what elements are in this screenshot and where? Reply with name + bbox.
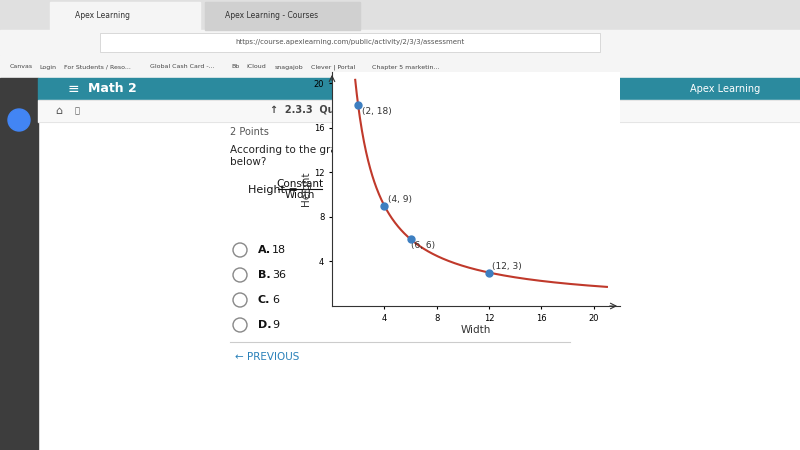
Text: 6: 6 [272, 295, 279, 305]
Text: Math 2: Math 2 [88, 82, 137, 95]
Text: Constant: Constant [277, 179, 323, 189]
Text: For Students / Reso...: For Students / Reso... [65, 64, 131, 69]
Text: below?: below? [230, 157, 266, 167]
Circle shape [8, 109, 30, 131]
Text: (6, 6): (6, 6) [410, 241, 434, 250]
Text: snagajob: snagajob [275, 64, 304, 69]
Bar [205, 2, 360, 30]
Text: 18: 18 [272, 245, 286, 255]
Text: Apex Learning - Courses: Apex Learning - Courses [225, 12, 318, 21]
Text: Apex Learning: Apex Learning [690, 84, 760, 94]
Bar [0, 30, 800, 55]
Bar [0, 0, 800, 30]
Text: Height =: Height = [248, 185, 302, 195]
Text: Inverse Variation: Inverse Variation [340, 104, 422, 114]
Text: (4, 9): (4, 9) [388, 195, 412, 204]
Text: Clever | Portal: Clever | Portal [311, 64, 355, 70]
Bar [0, 55, 800, 78]
Text: Bb: Bb [231, 64, 239, 69]
Text: 36: 36 [272, 270, 286, 280]
Text: 9: 9 [272, 320, 279, 330]
Circle shape [233, 318, 247, 332]
Text: ↑  2.3.3  Quiz:: ↑ 2.3.3 Quiz: [270, 104, 348, 114]
Text: Canvas: Canvas [10, 64, 33, 69]
Text: https://course.apexlearning.com/public/activity/2/3/3/assessment: https://course.apexlearning.com/public/a… [235, 39, 465, 45]
Bar [38, 100, 800, 122]
Text: 🗑: 🗑 [75, 107, 80, 116]
Text: Login: Login [39, 64, 56, 69]
Circle shape [233, 243, 247, 257]
Text: ⌂: ⌂ [55, 106, 62, 116]
Circle shape [233, 293, 247, 307]
Text: C.: C. [258, 295, 270, 305]
Text: ← PREVIOUS: ← PREVIOUS [235, 352, 299, 362]
Text: B.: B. [258, 270, 270, 280]
Bar [38, 122, 800, 450]
Text: Global Cash Card -...: Global Cash Card -... [150, 64, 214, 69]
Text: ≡: ≡ [68, 82, 80, 96]
Text: iCloud: iCloud [246, 64, 266, 69]
Bar [0, 78, 38, 450]
Text: 2 Points: 2 Points [230, 127, 269, 137]
Text: D.: D. [258, 320, 271, 330]
Text: Width: Width [285, 190, 315, 200]
Bar [50, 2, 200, 30]
Text: Apex Learning: Apex Learning [75, 12, 130, 21]
Circle shape [233, 268, 247, 282]
Text: (2, 18): (2, 18) [362, 108, 392, 117]
Bar [38, 78, 800, 100]
Y-axis label: Height: Height [301, 172, 311, 206]
Text: (12, 3): (12, 3) [492, 262, 522, 271]
Text: According to the graph, what is the value of the constant in the equation: According to the graph, what is the valu… [230, 145, 611, 155]
X-axis label: Width: Width [461, 325, 491, 335]
Text: A.: A. [258, 245, 271, 255]
Bar [100, 33, 600, 52]
Text: Chapter 5 marketin...: Chapter 5 marketin... [371, 64, 439, 69]
